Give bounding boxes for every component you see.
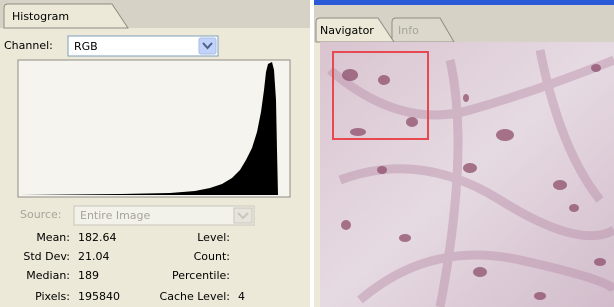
source-label: Source: xyxy=(20,208,62,221)
stat-label: Cache Level: xyxy=(160,290,230,303)
tab-label: Info xyxy=(398,24,419,37)
screenshot: Histogram Channel: RGB Source: Entire Im… xyxy=(0,0,614,307)
stat-label: Level: xyxy=(197,231,230,244)
tab-label: Histogram xyxy=(12,10,69,23)
tab-label: Navigator xyxy=(320,24,374,37)
dropdown-button xyxy=(234,208,252,223)
stat-label: Pixels: xyxy=(35,290,70,303)
navigator-image xyxy=(320,42,614,307)
stat-value: 189 xyxy=(78,269,99,282)
source-value: Entire Image xyxy=(80,209,151,222)
channel-label: Channel: xyxy=(4,39,53,52)
stat-label: Median: xyxy=(26,269,70,282)
title-strip xyxy=(314,0,614,5)
dropdown-button[interactable] xyxy=(199,38,216,54)
stat-label: Percentile: xyxy=(172,269,230,282)
stat-value: 21.04 xyxy=(78,250,110,263)
stat-value: 182.64 xyxy=(78,231,117,244)
stat-value: 4 xyxy=(238,290,245,303)
stat-label: Mean: xyxy=(36,231,70,244)
stat-label: Std Dev: xyxy=(23,250,70,263)
stat-label: Count: xyxy=(194,250,230,263)
channel-value: RGB xyxy=(74,40,98,53)
stat-value: 195840 xyxy=(78,290,120,303)
